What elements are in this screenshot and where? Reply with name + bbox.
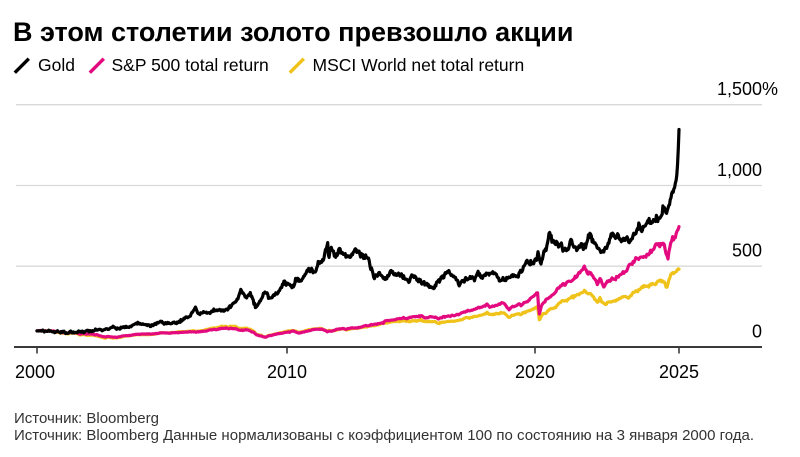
svg-text:2025: 2025 bbox=[659, 362, 699, 382]
svg-text:0: 0 bbox=[752, 321, 762, 341]
svg-text:MSCI World net total return: MSCI World net total return bbox=[313, 55, 525, 75]
svg-text:Gold: Gold bbox=[38, 55, 75, 75]
svg-text:2000: 2000 bbox=[15, 362, 55, 382]
svg-text:500: 500 bbox=[732, 241, 762, 261]
svg-text:2010: 2010 bbox=[267, 362, 307, 382]
svg-text:2020: 2020 bbox=[515, 362, 555, 382]
svg-text:1,000: 1,000 bbox=[717, 160, 762, 180]
svg-text:S&P 500 total return: S&P 500 total return bbox=[112, 55, 269, 75]
svg-text:1,500%: 1,500% bbox=[717, 79, 778, 99]
